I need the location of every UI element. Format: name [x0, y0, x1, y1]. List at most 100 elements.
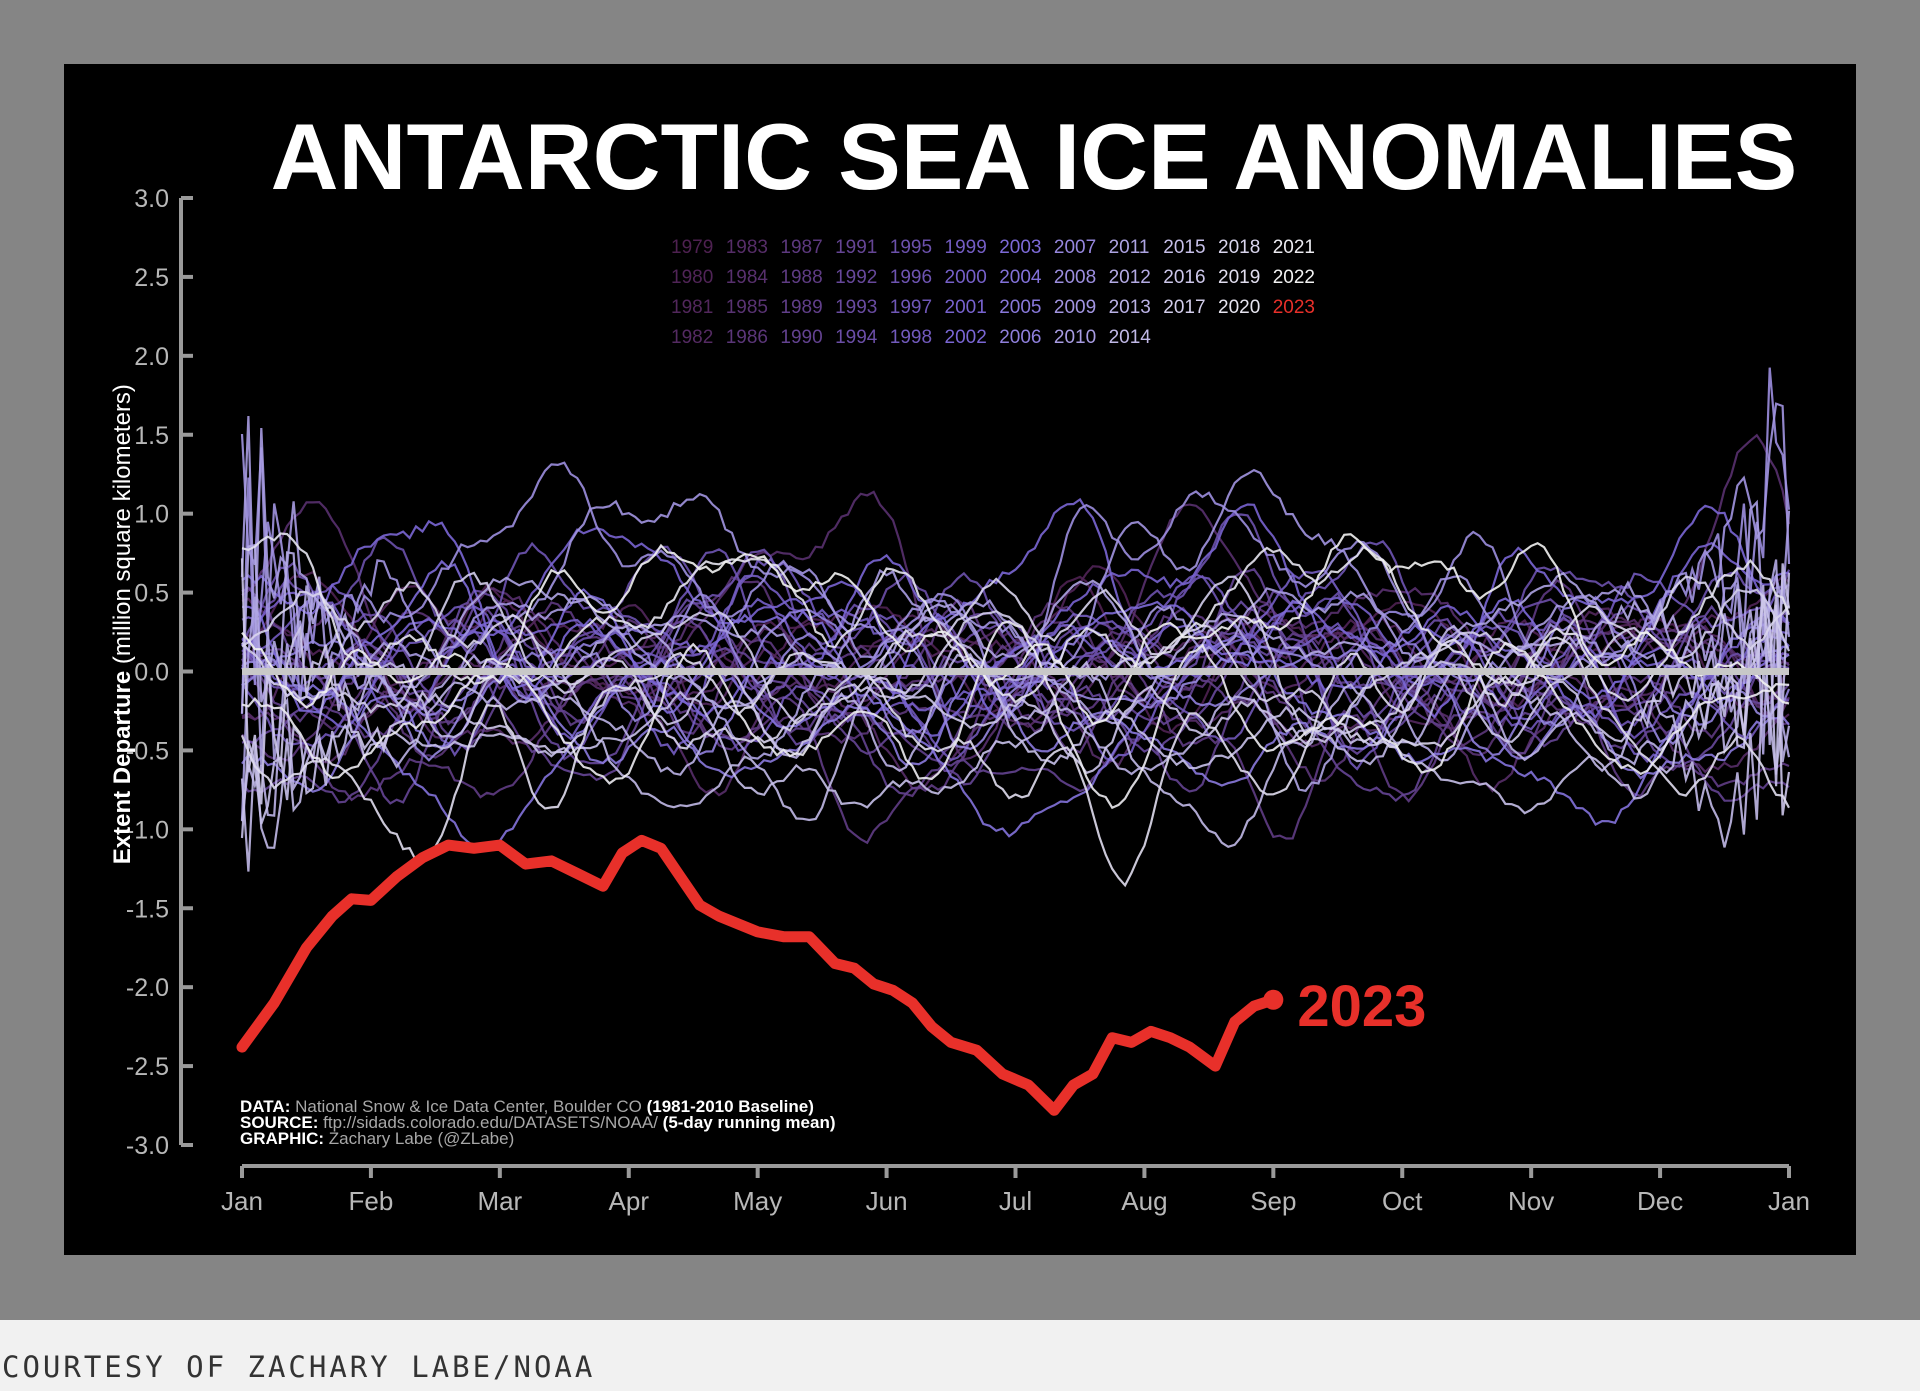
credit-key: DATA: — [240, 1097, 290, 1116]
series-line-2016 — [240, 558, 1791, 816]
legend-year-1988: 1988 — [780, 267, 822, 288]
legend-year-1995: 1995 — [890, 237, 932, 258]
legend-year-1997: 1997 — [890, 297, 932, 318]
y-tick-label: 3.0 — [134, 185, 169, 213]
legend-year-2008: 2008 — [1054, 267, 1096, 288]
x-tick-label: Jul — [999, 1186, 1032, 1216]
y-tick-label: 0.0 — [134, 659, 169, 687]
series-label-2023: 2023 — [1297, 974, 1426, 1039]
legend-year-2000: 2000 — [945, 267, 987, 288]
legend-year-2016: 2016 — [1163, 267, 1205, 288]
series-line-2010 — [240, 415, 1791, 695]
credit-key: GRAPHIC: — [240, 1129, 324, 1148]
legend-year-2004: 2004 — [999, 267, 1042, 288]
legend-year-2007: 2007 — [1054, 237, 1096, 258]
series-line-2019 — [240, 636, 1790, 888]
y-tick-label: -2.5 — [126, 1053, 169, 1081]
series-line-2011 — [240, 571, 1791, 821]
y-axis: 3.0 2.5 2.0 1.5 1.0 0.5 0.0 -0.5 -1.0 -1.5 -2.0 -2.… — [126, 185, 193, 1160]
legend-year-2003: 2003 — [999, 237, 1041, 258]
legend-year-2020: 2020 — [1218, 297, 1260, 318]
legend-year-1993: 1993 — [835, 297, 877, 318]
legend-year-1998: 1998 — [890, 327, 932, 348]
x-tick-label: Jan — [1768, 1186, 1810, 1216]
credit-text: Zachary Labe (@ZLabe) — [324, 1129, 514, 1148]
legend-year-1990: 1990 — [780, 327, 822, 348]
y-tick-label: -0.5 — [126, 737, 169, 765]
x-tick-label: Mar — [477, 1186, 522, 1216]
legend-year-1980: 1980 — [671, 267, 713, 288]
y-tick-label: -1.0 — [126, 816, 169, 844]
sea-ice-chart: ANTARCTIC SEA ICE ANOMALIES 1979 1983 1987… — [109, 104, 1810, 1216]
x-tick-label: Nov — [1508, 1186, 1554, 1216]
credits-annotation: DATA: National Snow & Ice Data Center, B… — [240, 1097, 836, 1148]
year-lines — [240, 367, 1791, 888]
y-tick-label: 2.0 — [134, 343, 169, 371]
legend-year-1985: 1985 — [726, 297, 768, 318]
x-axis: Jan Feb Mar Apr May Jun Jul Aug Sep Oct Nov Dec Jan — [221, 1164, 1810, 1216]
legend-year-1982: 1982 — [671, 327, 713, 348]
chart-title: ANTARCTIC SEA ICE ANOMALIES — [271, 104, 1798, 209]
series-line-2018 — [241, 575, 1790, 750]
legend-year-2017: 2017 — [1163, 297, 1205, 318]
series-line-2017 — [241, 571, 1791, 737]
legend-year-1986: 1986 — [726, 327, 768, 348]
series-line-2009 — [240, 402, 1791, 703]
legend-year-2013: 2013 — [1109, 297, 1151, 318]
year-legend: 1979 1983 1987 1991 1995 1999 2003 2007 2011 2015… — [671, 237, 1315, 348]
legend-year-2014: 2014 — [1109, 327, 1152, 348]
legend-year-1983: 1983 — [726, 237, 768, 258]
y-tick-label: 1.0 — [134, 501, 169, 529]
series-end-marker-2023 — [1263, 989, 1284, 1010]
credit-line: GRAPHIC: Zachary Labe (@ZLabe) — [240, 1129, 514, 1148]
legend-year-1996: 1996 — [890, 267, 932, 288]
legend-year-2023: 2023 — [1273, 297, 1315, 318]
x-tick-label: Feb — [349, 1186, 394, 1216]
y-tick-label: -3.0 — [126, 1132, 169, 1160]
legend-year-2005: 2005 — [999, 297, 1041, 318]
legend-year-1999: 1999 — [945, 237, 987, 258]
legend-year-1984: 1984 — [726, 267, 769, 288]
credit-note: (5-day running mean) — [663, 1113, 836, 1132]
legend-year-2022: 2022 — [1273, 267, 1315, 288]
legend-year-1989: 1989 — [780, 297, 822, 318]
y-tick-label: 1.5 — [134, 422, 169, 450]
legend-year-2002: 2002 — [945, 327, 987, 348]
legend-year-2001: 2001 — [945, 297, 987, 318]
legend-year-2010: 2010 — [1054, 327, 1096, 348]
y-axis-label-bold: Extent Departure — [109, 671, 136, 864]
credit-line: DATA: National Snow & Ice Data Center, B… — [240, 1097, 814, 1116]
legend-year-2015: 2015 — [1163, 237, 1205, 258]
legend-year-1981: 1981 — [671, 297, 713, 318]
x-tick-label: Jun — [866, 1186, 908, 1216]
series-line-2012 — [240, 543, 1791, 762]
legend-year-1979: 1979 — [671, 237, 713, 258]
legend-year-1991: 1991 — [835, 237, 877, 258]
series-line-2013 — [240, 585, 1791, 822]
series-line-1999 — [241, 569, 1790, 764]
x-tick-label: May — [733, 1186, 782, 1216]
y-tick-label: -2.0 — [126, 974, 169, 1002]
x-tick-label: Dec — [1637, 1186, 1683, 1216]
legend-year-2018: 2018 — [1218, 237, 1260, 258]
legend-year-1994: 1994 — [835, 327, 878, 348]
credit-text: National Snow & Ice Data Center, Boulder… — [290, 1097, 646, 1116]
credit-key: SOURCE: — [240, 1113, 318, 1132]
series-line-2021 — [241, 620, 1790, 810]
x-tick-label: Sep — [1250, 1186, 1296, 1216]
legend-year-2009: 2009 — [1054, 297, 1096, 318]
chart-panel: ANTARCTIC SEA ICE ANOMALIES 1979 1983 1987… — [64, 64, 1856, 1255]
y-tick-label: 2.5 — [134, 264, 169, 292]
y-axis-label-units: (million square kilometers) — [109, 384, 136, 664]
x-tick-label: Apr — [609, 1186, 650, 1216]
credit-text: ftp://sidads.colorado.edu/DATASETS/NOAA/ — [318, 1113, 662, 1132]
legend-year-2019: 2019 — [1218, 267, 1260, 288]
legend-year-2021: 2021 — [1273, 237, 1315, 258]
series-line-2008 — [240, 367, 1791, 717]
photo-caption: COURTESY OF ZACHARY LABE/NOAA — [2, 1350, 596, 1384]
legend-year-2006: 2006 — [999, 327, 1041, 348]
credit-line: SOURCE: ftp://sidads.colorado.edu/DATASE… — [240, 1113, 836, 1132]
legend-year-1992: 1992 — [835, 267, 877, 288]
series-line-1983 — [241, 671, 1790, 797]
credit-note: (1981-2010 Baseline) — [647, 1097, 814, 1116]
